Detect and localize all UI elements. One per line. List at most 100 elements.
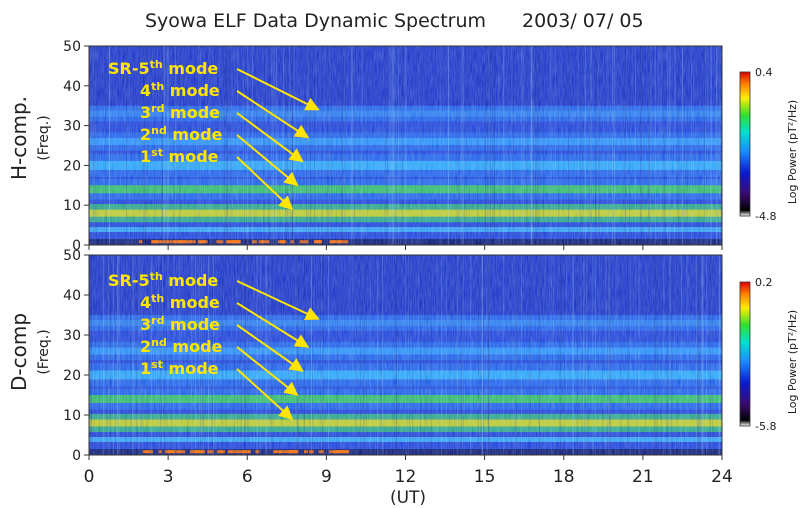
low-freq-burst (330, 240, 336, 244)
colorbar-min: -5.8 (755, 420, 776, 433)
mode-label-3: 3rd mode (140, 314, 220, 334)
mode-label-5: 1st mode (140, 146, 219, 166)
low-freq-burst (304, 450, 308, 454)
low-freq-burst (139, 240, 143, 244)
y-tick-label: 20 (63, 368, 81, 384)
low-freq-burst (231, 240, 240, 244)
x-axis-label: (UT) (390, 488, 426, 508)
low-freq-burst (308, 450, 314, 454)
mode-arrow-3 (236, 324, 304, 372)
spectrum-grain (89, 255, 722, 455)
mode-label-4: 2nd mode (140, 124, 223, 144)
low-freq-burst (230, 450, 239, 454)
panel-1-ysub: (Freq.) (36, 115, 52, 160)
low-freq-burst (175, 450, 180, 454)
x-tick-label: 0 (84, 467, 95, 487)
mode-arrow-5 (236, 368, 294, 420)
colorbar-gradient (739, 281, 751, 427)
low-freq-burst (258, 240, 265, 244)
low-freq-burst (196, 450, 206, 454)
y-tick-label: 0 (72, 238, 81, 254)
x-tick-label: 15 (474, 467, 496, 487)
colorbar-2: 0.2 -5.8 Log Power (pT²/Hz) (739, 276, 799, 433)
low-freq-burst (184, 240, 192, 244)
low-freq-burst (189, 450, 196, 454)
x-tick-label: 3 (163, 467, 174, 487)
low-freq-burst (158, 450, 162, 454)
y-tick-label: 50 (63, 39, 81, 55)
mode-arrow-5 (236, 156, 294, 211)
y-tick-label: 50 (63, 248, 81, 264)
low-freq-burst (290, 450, 298, 454)
low-freq-burst (299, 240, 309, 244)
low-freq-burst (197, 240, 206, 244)
low-freq-burst (216, 240, 224, 244)
chart-date: 2003/ 07/ 05 (522, 10, 644, 32)
mode-label-2: 4th mode (140, 292, 220, 312)
x-tick-label: 18 (553, 467, 575, 487)
low-freq-burst (189, 240, 196, 244)
x-tick-label: 9 (321, 467, 332, 487)
low-freq-burst (261, 240, 270, 244)
low-freq-burst (341, 450, 349, 454)
low-freq-burst (281, 240, 285, 244)
x-tick-label: 21 (632, 467, 654, 487)
low-freq-burst (164, 450, 172, 454)
low-freq-burst (290, 240, 294, 244)
low-freq-burst (334, 450, 341, 454)
low-freq-burst (159, 240, 168, 244)
spectrum-grain (89, 46, 722, 245)
low-freq-burst (178, 450, 186, 454)
y-tick-label: 30 (63, 328, 81, 344)
low-freq-burst (285, 450, 291, 454)
y-tick-label: 10 (63, 198, 81, 214)
mode-label-4: 2nd mode (140, 336, 223, 356)
panel-1-ylabel: H-comp. (7, 96, 31, 180)
mode-label-2: 4th mode (140, 80, 220, 100)
colorbar-max: 0.4 (755, 66, 773, 79)
colorbar-label: Log Power (pT²/Hz) (786, 100, 799, 204)
low-freq-burst (255, 450, 260, 454)
y-tick-label: 20 (63, 158, 81, 174)
low-freq-burst (217, 450, 223, 454)
mode-arrow-4 (236, 134, 299, 187)
chart-title: Syowa ELF Data Dynamic Spectrum (145, 10, 486, 32)
x-tick-label: 6 (242, 467, 253, 487)
x-tick-label: 24 (711, 467, 733, 487)
y-tick-label: 10 (63, 408, 81, 424)
low-freq-burst (318, 450, 324, 454)
low-freq-burst (333, 240, 342, 244)
low-freq-burst (142, 450, 149, 454)
mode-label-1: SR-5th mode (108, 58, 218, 78)
low-freq-burst (177, 240, 182, 244)
y-tick-label: 40 (63, 288, 81, 304)
low-freq-burst (207, 450, 211, 454)
low-freq-burst (173, 240, 177, 244)
mode-arrow-1 (236, 68, 320, 111)
low-freq-burst (339, 450, 343, 454)
mode-arrow-1 (236, 280, 320, 321)
mode-arrow-2 (236, 90, 310, 139)
low-freq-burst (227, 450, 233, 454)
colorbar-min: -4.8 (755, 210, 776, 223)
panel-2-ylabel: D-comp (7, 313, 31, 391)
low-freq-burst (168, 450, 176, 454)
mode-arrow-4 (236, 346, 299, 396)
low-freq-burst (329, 450, 338, 454)
y-tick-label: 30 (63, 119, 81, 135)
colorbar-max: 0.2 (755, 276, 773, 289)
low-freq-burst (313, 240, 321, 244)
panel-2-ysub: (Freq.) (36, 329, 52, 374)
low-freq-burst (342, 240, 349, 244)
low-freq-burst (273, 450, 282, 454)
low-freq-burst (225, 240, 233, 244)
mode-label-3: 3rd mode (140, 102, 220, 122)
mode-arrow-3 (236, 112, 304, 163)
mode-label-1: SR-5th mode (108, 270, 218, 290)
low-freq-burst (252, 240, 257, 244)
low-freq-burst (151, 240, 156, 244)
low-freq-burst (242, 450, 250, 454)
colorbar-label: Log Power (pT²/Hz) (786, 310, 799, 414)
